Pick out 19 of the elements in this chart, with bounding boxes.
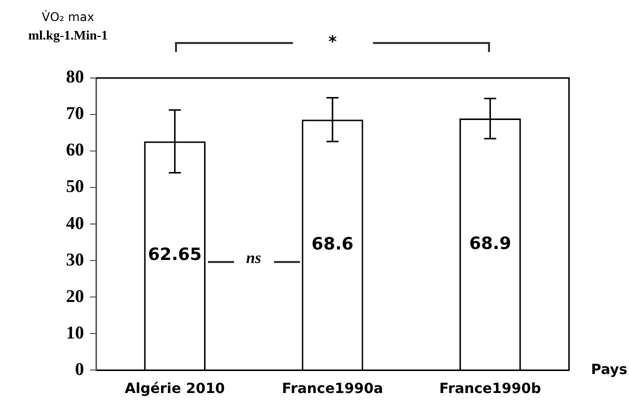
y-tick-label: 0 [75,358,84,379]
data-label: 68.9 [469,234,512,254]
y-tick-label: 50 [66,176,84,196]
y-axis-title: V̇O₂ max ml.kg-1.Min-1 [28,10,108,42]
data-label: 62.65 [148,245,202,266]
y-tick-label: 60 [66,140,84,160]
x-tick-label: Algérie 2010 [124,381,226,398]
x-tick-label: France1990b [439,381,542,398]
y-tick-label: 20 [66,286,84,306]
y-tick-label: 70 [66,103,84,124]
x-tick-label: France1990a [282,381,384,398]
y-tick-label: 30 [66,249,84,270]
text: * [292,32,372,51]
data-label: 68.6 [312,234,354,254]
y-tick-label: 80 [66,66,84,87]
y-tick-label: 40 [66,212,84,233]
x-axis-title: Pays [591,362,628,378]
y-tick-label: 10 [66,322,84,342]
annotation: ns [234,250,274,268]
